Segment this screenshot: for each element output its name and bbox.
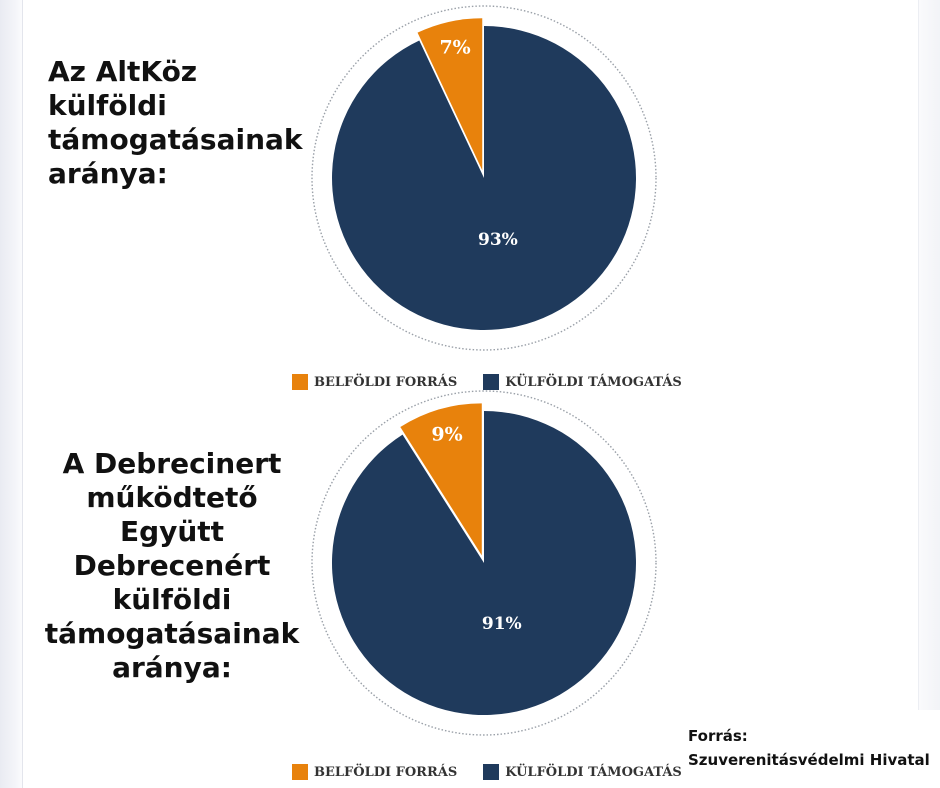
legend-item-domestic: BELFÖLDI FORRÁS xyxy=(292,764,457,780)
chart-1-title-line: támogatásainak xyxy=(48,123,303,156)
chart-2-title-line: Együtt Debrecenért xyxy=(73,515,271,582)
chart-2-title-line: külföldi xyxy=(112,583,232,616)
chart-2-title: A Debrecinert működtető Együtt Debrecené… xyxy=(22,447,322,685)
pie-slice-foreign xyxy=(331,411,636,715)
legend-label-foreign: KÜLFÖLDI TÁMOGATÁS xyxy=(505,374,682,390)
page-left-edge xyxy=(0,0,23,788)
chart-1-title-line: Az AltKöz xyxy=(48,55,198,88)
chart-1-legend: BELFÖLDI FORRÁS KÜLFÖLDI TÁMOGATÁS xyxy=(292,370,708,394)
legend-swatch-foreign xyxy=(483,374,500,390)
pie-label-foreign: 93% xyxy=(478,230,518,250)
pie-outline-ring xyxy=(311,390,657,736)
legend-item-domestic: BELFÖLDI FORRÁS xyxy=(292,374,457,390)
chart-2-title-line: működtető xyxy=(86,481,258,514)
chart-2-title-line: aránya: xyxy=(112,651,232,684)
chart-1-title-line: külföldi xyxy=(48,89,167,122)
pie-label-domestic: 9% xyxy=(431,424,462,446)
legend-swatch-foreign xyxy=(483,764,500,780)
legend-swatch-domestic xyxy=(292,764,308,780)
legend-item-foreign: KÜLFÖLDI TÁMOGATÁS xyxy=(483,374,682,390)
chart-1-title-line: aránya: xyxy=(48,157,168,190)
page-right-edge xyxy=(918,0,940,710)
pie-chart-altkoz: 7% 93% xyxy=(311,5,657,351)
legend-item-foreign: KÜLFÖLDI TÁMOGATÁS xyxy=(483,764,682,780)
pie-label-foreign: 91% xyxy=(482,614,522,634)
pie-slice-domestic xyxy=(400,403,482,556)
chart-1-title: Az AltKöz külföldi támogatásainak aránya… xyxy=(48,55,308,191)
legend-label-foreign: KÜLFÖLDI TÁMOGATÁS xyxy=(505,764,682,780)
pie-slice-foreign xyxy=(332,26,637,330)
legend-label-domestic: BELFÖLDI FORRÁS xyxy=(314,374,458,390)
source-value: Szuverenitásvédelmi Hivatal xyxy=(688,751,930,769)
pie-slice-domestic xyxy=(417,18,483,171)
chart-2-title-line: A Debrecinert xyxy=(62,447,282,480)
legend-label-domestic: BELFÖLDI FORRÁS xyxy=(314,764,458,780)
pie-outline-ring xyxy=(311,5,657,351)
source-note: Forrás: Szuverenitásvédelmi Hivatal xyxy=(688,724,930,772)
chart-2-title-line: támogatásainak xyxy=(44,617,300,650)
chart-2-legend: BELFÖLDI FORRÁS KÜLFÖLDI TÁMOGATÁS xyxy=(292,760,708,784)
pie-label-domestic: 7% xyxy=(439,37,470,59)
legend-swatch-domestic xyxy=(292,374,308,390)
pie-chart-egyutt-debrecenert: 9% 91% xyxy=(311,390,657,736)
source-label: Forrás: xyxy=(688,727,748,745)
